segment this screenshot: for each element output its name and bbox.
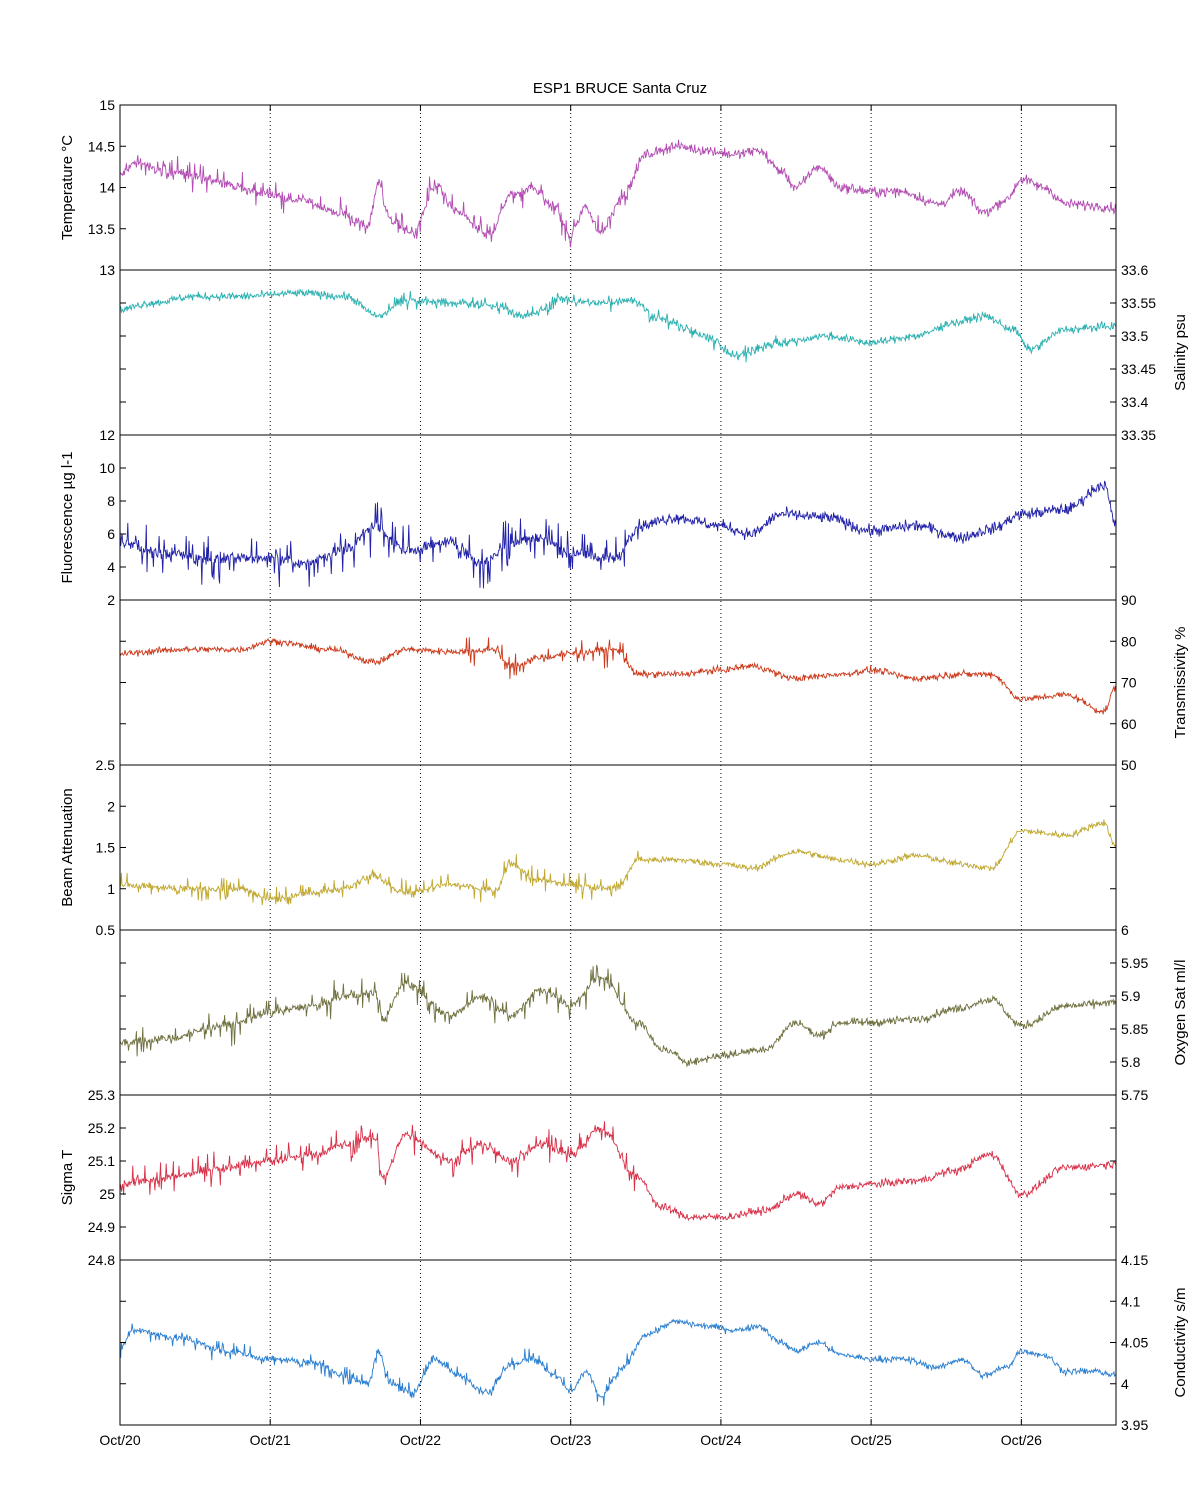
sigma-t-frame [119,1094,1117,1261]
x-tick-label: Oct/22 [400,1432,441,1448]
panel-sigma-t: 24.8 24.9 25 25.1 25.2 25.3 Sigma T [59,1087,1117,1268]
salinity-tick-label: 33.35 [1121,427,1156,443]
x-tick-label: Oct/24 [700,1432,741,1448]
fluorescence-tick-label: 2 [107,592,115,608]
transmissivity-tick-label: 90 [1121,592,1137,608]
transmissivity-tick-label: 70 [1121,675,1137,691]
salinity-series-line [119,288,1117,363]
salinity-tick-label: 33.55 [1121,295,1156,311]
conductivity-series-line [119,1318,1117,1406]
salinity-tick-label: 33.45 [1121,361,1156,377]
x-tick-label: Oct/25 [851,1432,892,1448]
conductivity-tick-label: 4.1 [1121,1293,1141,1309]
sigma-t-tick-label: 25.1 [88,1153,115,1169]
beam-attenuation-tick-label: 0.5 [96,922,116,938]
beam-attenuation-tick-label: 1 [107,881,115,897]
sigma-t-tick-label: 25.2 [88,1120,115,1136]
transmissivity-frame [119,599,1117,766]
sigma-t-series-line [119,1121,1117,1222]
beam-attenuation-frame [119,764,1117,931]
x-tick-label: Oct/26 [1001,1432,1042,1448]
fluorescence-tick-label: 4 [107,559,115,575]
oxygen-sat-tick-label: 5.8 [1121,1054,1141,1070]
oxygen-sat-tick-label: 5.85 [1121,1021,1148,1037]
fluorescence-axis-label: Fluorescence µg l-1 [59,451,76,583]
panel-conductivity: 3.95 4 4.05 4.1 4.15 Conductivity s/m [119,1252,1189,1433]
oxygen-sat-axis-label: Oxygen Sat ml/l [1172,960,1189,1066]
conductivity-tick-label: 4 [1121,1376,1129,1392]
beam-attenuation-axis-label: Beam Attenuation [59,788,76,906]
oxygen-sat-series-line [119,964,1117,1068]
temperature-tick-label: 15 [99,97,115,113]
conductivity-tick-label: 3.95 [1121,1417,1148,1433]
conductivity-frame [119,1259,1117,1426]
salinity-tick-label: 33.4 [1121,394,1148,410]
oxygen-sat-tick-label: 5.75 [1121,1087,1148,1103]
fluorescence-frame [119,434,1117,601]
transmissivity-tick-label: 60 [1121,716,1137,732]
panel-fluorescence: 2 4 6 8 10 12 Fluorescence µg l-1 [59,427,1117,608]
conductivity-axis-label: Conductivity s/m [1172,1287,1189,1397]
temperature-tick-label: 14 [99,180,115,196]
fluorescence-tick-label: 12 [99,427,115,443]
transmissivity-tick-label: 80 [1121,633,1137,649]
oxygen-sat-frame [119,929,1117,1096]
oxygen-sat-tick-label: 6 [1121,922,1129,938]
beam-attenuation-tick-label: 2.5 [96,757,116,773]
panel-temperature: 13 13.5 14 14.5 15 Temperature °C [59,97,1117,278]
transmissivity-axis-label: Transmissivity % [1172,627,1189,739]
temperature-axis-label: Temperature °C [59,135,76,240]
beam-attenuation-tick-label: 2 [107,798,115,814]
transmissivity-tick-label: 50 [1121,757,1137,773]
x-tick-label: Oct/20 [99,1432,140,1448]
x-tick-label: Oct/21 [250,1432,291,1448]
sigma-t-tick-label: 24.8 [88,1252,115,1268]
fluorescence-tick-label: 10 [99,460,115,476]
panel-salinity: 33.35 33.4 33.45 33.5 33.55 33.6 Salinity psu [119,262,1189,443]
fluorescence-tick-label: 6 [107,526,115,542]
sigma-t-axis-label: Sigma T [59,1150,76,1206]
sigma-t-tick-label: 25 [99,1186,115,1202]
beam-attenuation-series-line [119,819,1117,906]
chart-title: ESP1 BRUCE Santa Cruz [533,80,707,97]
conductivity-tick-label: 4.05 [1121,1335,1148,1351]
fluorescence-series-line [119,480,1117,589]
temperature-tick-label: 13 [99,262,115,278]
temperature-tick-label: 13.5 [88,221,115,237]
temperature-tick-label: 14.5 [88,138,115,154]
x-tick-label: Oct/23 [550,1432,591,1448]
temperature-series-line [119,139,1117,248]
salinity-tick-label: 33.5 [1121,328,1148,344]
oxygen-sat-tick-label: 5.9 [1121,988,1141,1004]
conductivity-tick-label: 4.15 [1121,1252,1148,1268]
panel-beam-attenuation: 0.5 1 1.5 2 2.5 Beam Attenuation [59,757,1117,938]
fluorescence-tick-label: 8 [107,493,115,509]
oxygen-sat-tick-label: 5.95 [1121,955,1148,971]
panel-oxygen-sat: 5.75 5.8 5.85 5.9 5.95 6 Oxygen Sat ml/l [119,922,1189,1103]
beam-attenuation-tick-label: 1.5 [96,840,116,856]
sigma-t-tick-label: 25.3 [88,1087,115,1103]
panel-transmissivity: 50 60 70 80 90 Transmissivity % [119,592,1189,773]
transmissivity-series-line [119,637,1117,715]
sigma-t-tick-label: 24.9 [88,1219,115,1235]
salinity-axis-label: Salinity psu [1172,314,1189,391]
x-axis: Oct/20 Oct/21 Oct/22 Oct/23 Oct/24 Oct/25 Oct/… [99,105,1042,1448]
salinity-tick-label: 33.6 [1121,262,1148,278]
